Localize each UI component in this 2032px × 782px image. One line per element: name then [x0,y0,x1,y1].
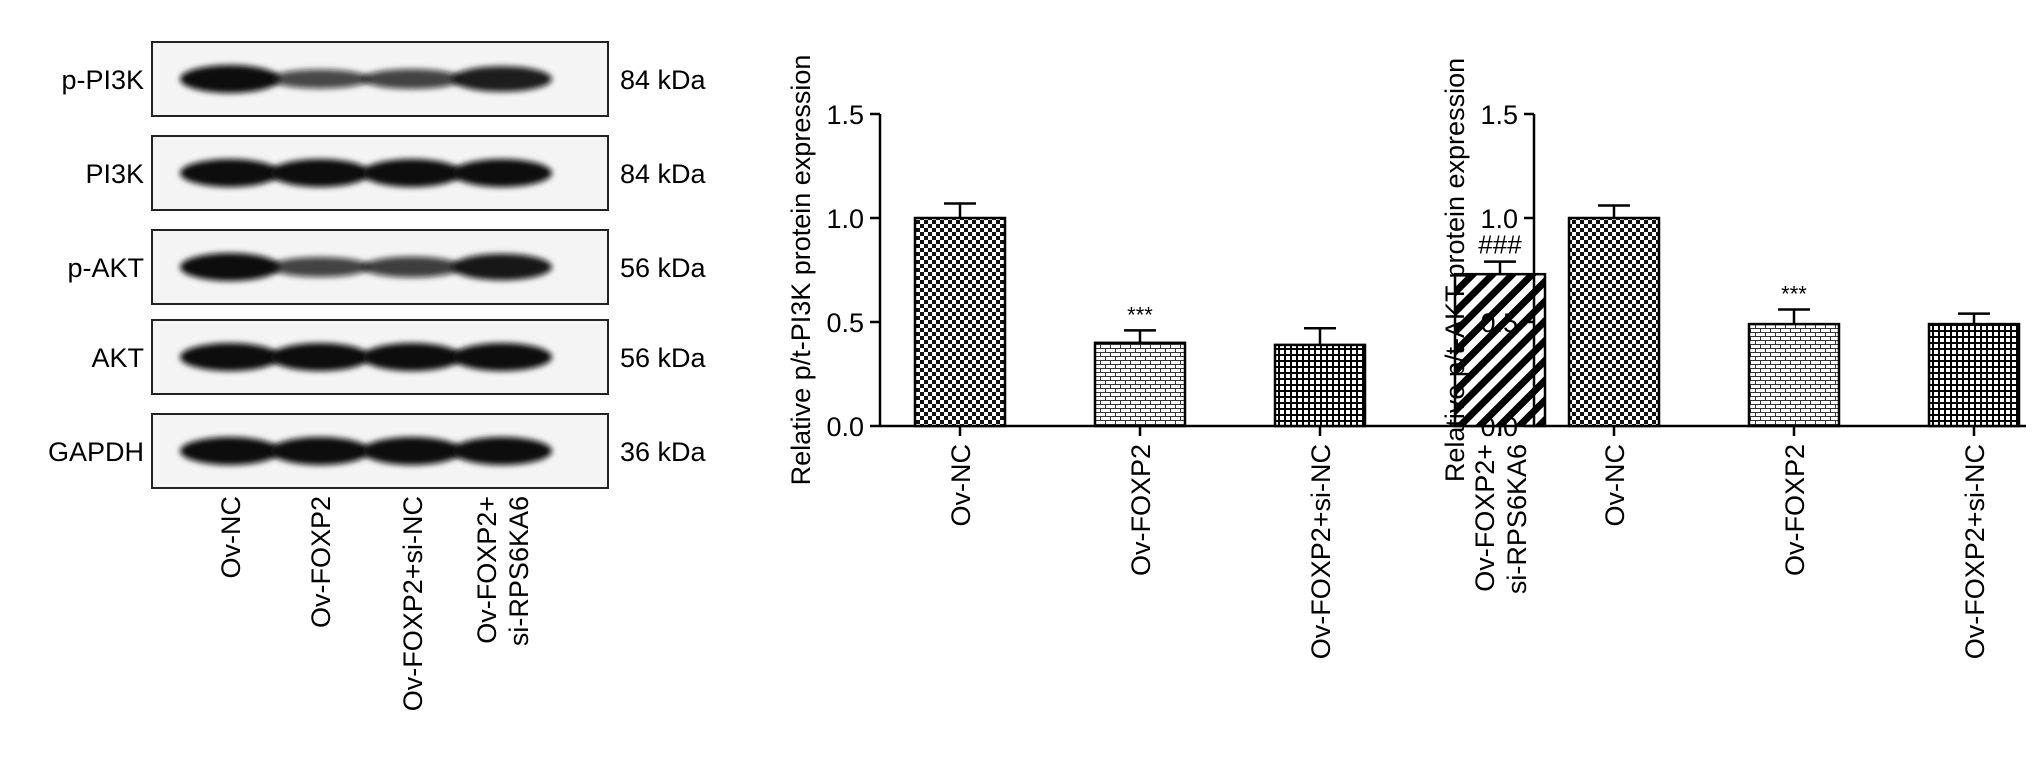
x-tick-label: Ov-FOXP2 [1126,444,1156,576]
blot-protein-label: AKT [91,343,144,373]
blot-band [362,69,462,89]
chart-pi3k: Relative p/t-PI3K protein expression 0.0 0… [786,55,1547,659]
x-tick-label: Ov-FOXP2+si-NC [1960,444,1990,659]
blot-lane-label: Ov-FOXP2 [306,496,336,628]
blot-lane-label: Ov-FOXP2+si-NC [398,496,428,711]
y-tick-label: 0.0 [826,412,864,442]
bar [913,216,1007,428]
blot-row-p-pi3k: p-PI3K 84 kDa [61,41,707,117]
blot-band [452,253,552,281]
significance-label: ### [1478,230,1522,260]
blot-lane-label: Ov-FOXP2+si-RPS6KA6 [472,496,534,646]
blot-band [362,159,462,187]
y-tick-label: 1.0 [826,204,864,234]
blot-band [452,159,552,187]
blot-band [180,343,280,371]
blot-band [270,343,370,371]
blot-protein-label: p-PI3K [61,65,144,95]
chart-akt: Relative p/t-AKT protein expression 0.0 0.… [1440,58,2026,659]
blot-protein-label: PI3K [85,159,144,189]
blot-band [362,437,462,465]
blot-row-p-akt: p-AKT 56 kDa [67,229,707,305]
bar [1273,343,1367,428]
blot-band [180,65,280,93]
blot-lane-label: Ov-NC [216,496,246,579]
x-tick-label: Ov-FOXP2+si-NC [1306,444,1336,659]
blot-size-label: 84 kDa [620,65,707,95]
y-tick-label: 0.5 [826,308,864,338]
y-tick-label: 1.5 [826,100,864,130]
blot-band [452,66,552,92]
y-tick-label: 1.0 [1480,204,1518,234]
y-axis-label: Relative p/t-AKT protein expression [1440,58,1470,482]
blot-row-akt: AKT 56 kDa [91,319,707,395]
blot-protein-label: p-AKT [67,253,144,283]
blot-band [270,437,370,465]
blot-band [180,437,280,465]
blot-size-label: 56 kDa [620,343,707,373]
blot-band [270,69,370,89]
significance-label: *** [1781,282,1807,307]
bar [1093,341,1187,428]
x-tick-label: Ov-FOXP2+si-RPS6KA6 [1470,444,1532,594]
blot-row-gapdh: GAPDH 36 kDa [48,413,707,489]
blot-band [452,437,552,465]
x-tick-label: Ov-FOXP2 [1780,444,1810,576]
y-tick-label: 0.0 [1480,412,1518,442]
blot-band [270,159,370,187]
blot-band [270,257,370,277]
blot-band [362,343,462,371]
significance-label: *** [1127,302,1153,327]
western-blot-panel: p-PI3K 84 kDa PI3K 84 kDa p-AKT 56 kDa AKT 56 k… [48,41,707,711]
y-tick-label: 1.5 [1480,100,1518,130]
blot-band [180,253,280,281]
blot-size-label: 36 kDa [620,437,707,467]
blot-band [362,256,462,278]
blot-size-label: 56 kDa [620,253,707,283]
bar [1927,322,2021,428]
y-axis-label: Relative p/t-PI3K protein expression [786,55,816,486]
blot-row-pi3k: PI3K 84 kDa [85,135,707,211]
x-tick-label: Ov-NC [1600,444,1630,527]
blot-size-label: 84 kDa [620,159,707,189]
blot-band [180,159,280,187]
blot-protein-label: GAPDH [48,437,144,467]
blot-band [452,343,552,371]
bar [1567,216,1661,428]
bar [1453,272,1547,428]
bar [1747,322,1841,428]
y-tick-label: 0.5 [1480,308,1518,338]
x-tick-label: Ov-NC [946,444,976,527]
